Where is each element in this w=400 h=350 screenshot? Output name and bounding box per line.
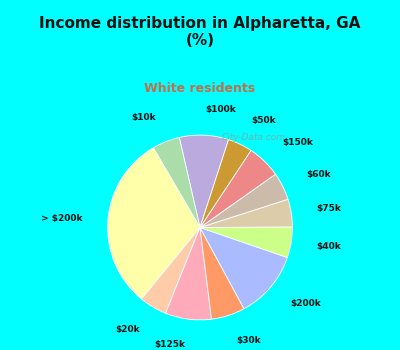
- Wedge shape: [153, 138, 200, 228]
- Text: $40k: $40k: [317, 242, 342, 251]
- Text: $50k: $50k: [251, 117, 276, 125]
- Text: White residents: White residents: [144, 82, 256, 95]
- Wedge shape: [200, 174, 288, 228]
- Wedge shape: [166, 228, 212, 320]
- Wedge shape: [200, 140, 251, 228]
- Text: $10k: $10k: [132, 113, 156, 122]
- Wedge shape: [200, 228, 244, 319]
- Wedge shape: [108, 148, 200, 299]
- Text: $30k: $30k: [236, 336, 261, 345]
- Text: $150k: $150k: [282, 138, 313, 147]
- Text: City-Data.com: City-Data.com: [221, 133, 285, 142]
- Text: $100k: $100k: [205, 105, 236, 114]
- Wedge shape: [200, 150, 276, 228]
- Wedge shape: [200, 228, 287, 309]
- Wedge shape: [179, 135, 228, 228]
- Text: > $200k: > $200k: [40, 214, 82, 223]
- Text: $75k: $75k: [317, 204, 342, 213]
- Text: $200k: $200k: [290, 300, 321, 308]
- Wedge shape: [200, 227, 292, 258]
- Text: Income distribution in Alpharetta, GA
(%): Income distribution in Alpharetta, GA (%…: [39, 16, 361, 48]
- Text: $60k: $60k: [306, 170, 330, 179]
- Wedge shape: [200, 199, 292, 228]
- Text: $125k: $125k: [154, 340, 185, 349]
- Wedge shape: [142, 228, 200, 313]
- Text: $20k: $20k: [115, 325, 140, 334]
